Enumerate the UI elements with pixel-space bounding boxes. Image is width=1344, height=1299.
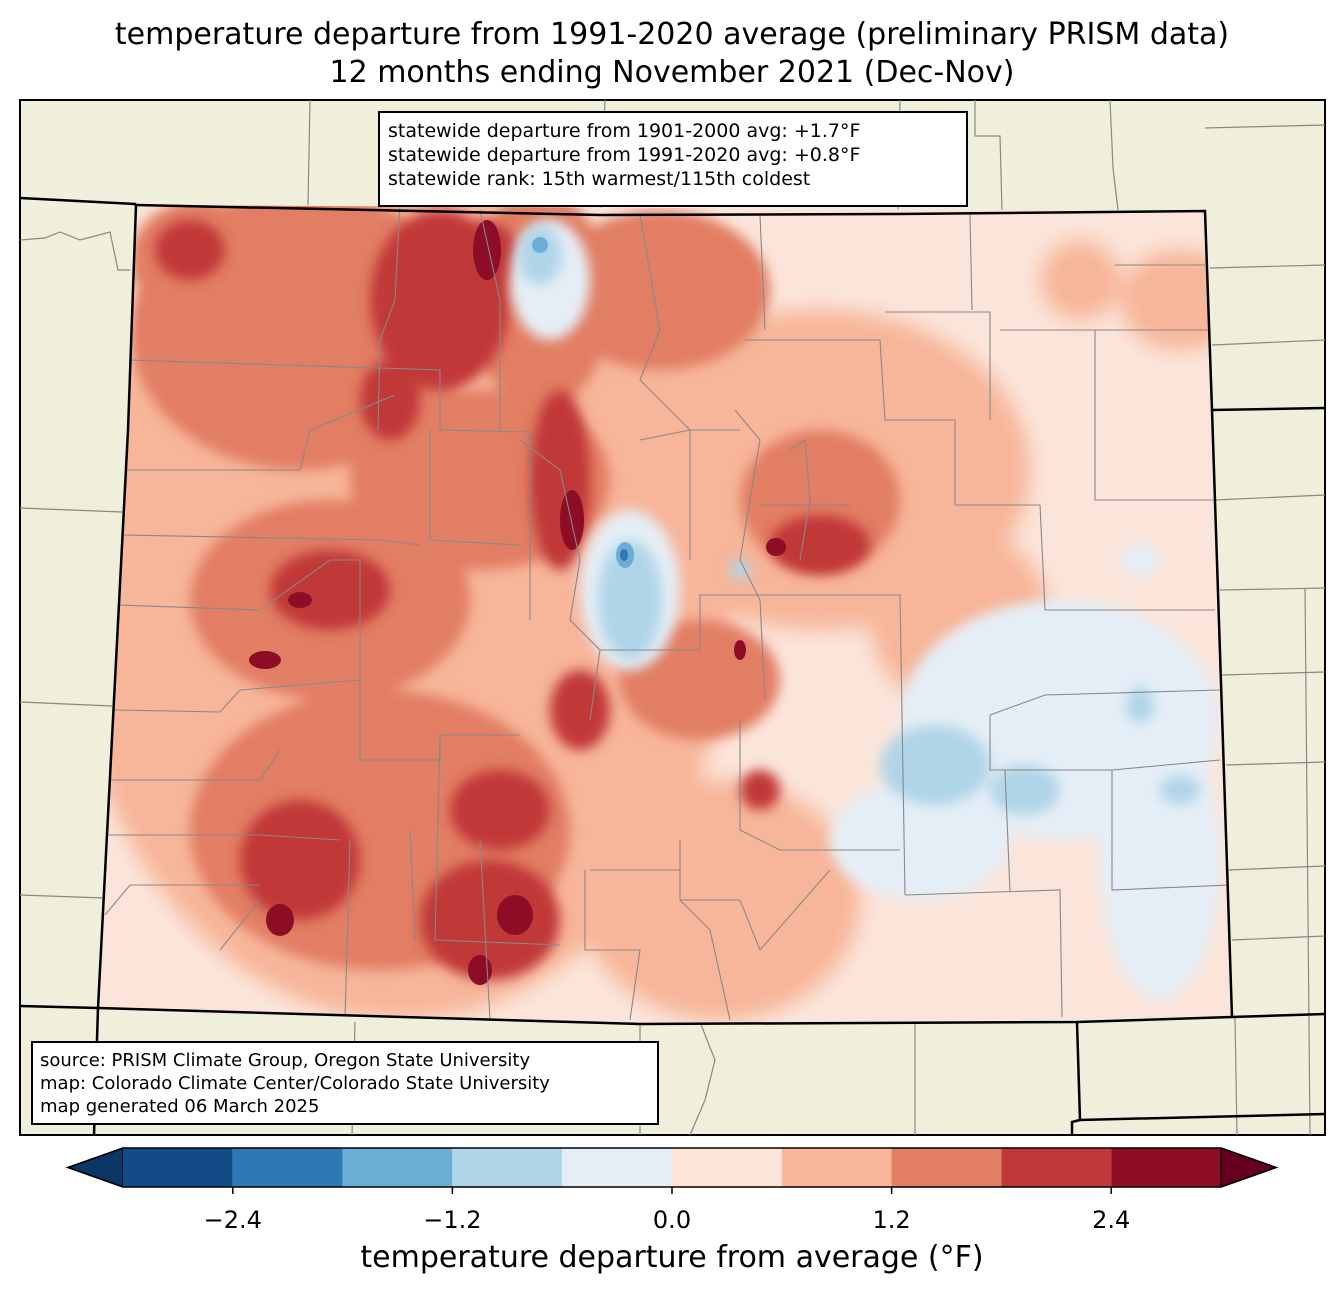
colorbar-bin <box>891 1148 1002 1187</box>
statewide-stats-box: statewide departure from 1901-2000 avg: … <box>378 111 968 207</box>
stats-line-3: statewide rank: 15th warmest/115th colde… <box>388 168 811 190</box>
colorbar-label: temperature departure from average (°F) <box>360 1240 984 1275</box>
stats-line-2: statewide departure from 1991-2020 avg: … <box>388 144 861 166</box>
source-line-2: map: Colorado Climate Center/Colorado St… <box>40 1073 550 1094</box>
colorbar-bin <box>562 1148 672 1187</box>
colorbar <box>65 1146 1279 1194</box>
county-lines <box>104 205 1231 1021</box>
map-title-line2: 12 months ending November 2021 (Dec-Nov) <box>329 55 1015 90</box>
colorbar-outline <box>65 1147 1279 1188</box>
colorbar-extend-low <box>65 1146 124 1189</box>
source-line-3: map generated 06 March 2025 <box>40 1096 320 1117</box>
colorbar-bin <box>452 1148 563 1187</box>
source-line-1: source: PRISM Climate Group, Oregon Stat… <box>40 1050 531 1071</box>
colorbar-bin <box>672 1148 782 1187</box>
colorbar-tick-label: 0.0 <box>652 1206 692 1234</box>
colorbar-tick-label: 2.4 <box>1092 1206 1131 1234</box>
map-title-line1: temperature departure from 1991-2020 ave… <box>114 17 1230 52</box>
colorbar-bin <box>232 1148 343 1187</box>
colorbar-bin <box>1001 1148 1112 1187</box>
colorbar-tick-label: −2.4 <box>203 1206 262 1234</box>
colorbar-bin <box>781 1148 892 1187</box>
colorbar-bin <box>342 1148 453 1187</box>
stats-line-1: statewide departure from 1901-2000 avg: … <box>388 120 861 142</box>
colorbar-bin <box>123 1148 233 1187</box>
temperature-field <box>98 205 1232 1024</box>
colorbar-extend-high <box>1220 1146 1279 1189</box>
colorbar-tick-label: −1.2 <box>423 1206 482 1234</box>
colorbar-tick-label: 1.2 <box>872 1206 911 1234</box>
source-box: source: PRISM Climate Group, Oregon Stat… <box>31 1041 659 1125</box>
colorbar-bin <box>1111 1148 1221 1187</box>
